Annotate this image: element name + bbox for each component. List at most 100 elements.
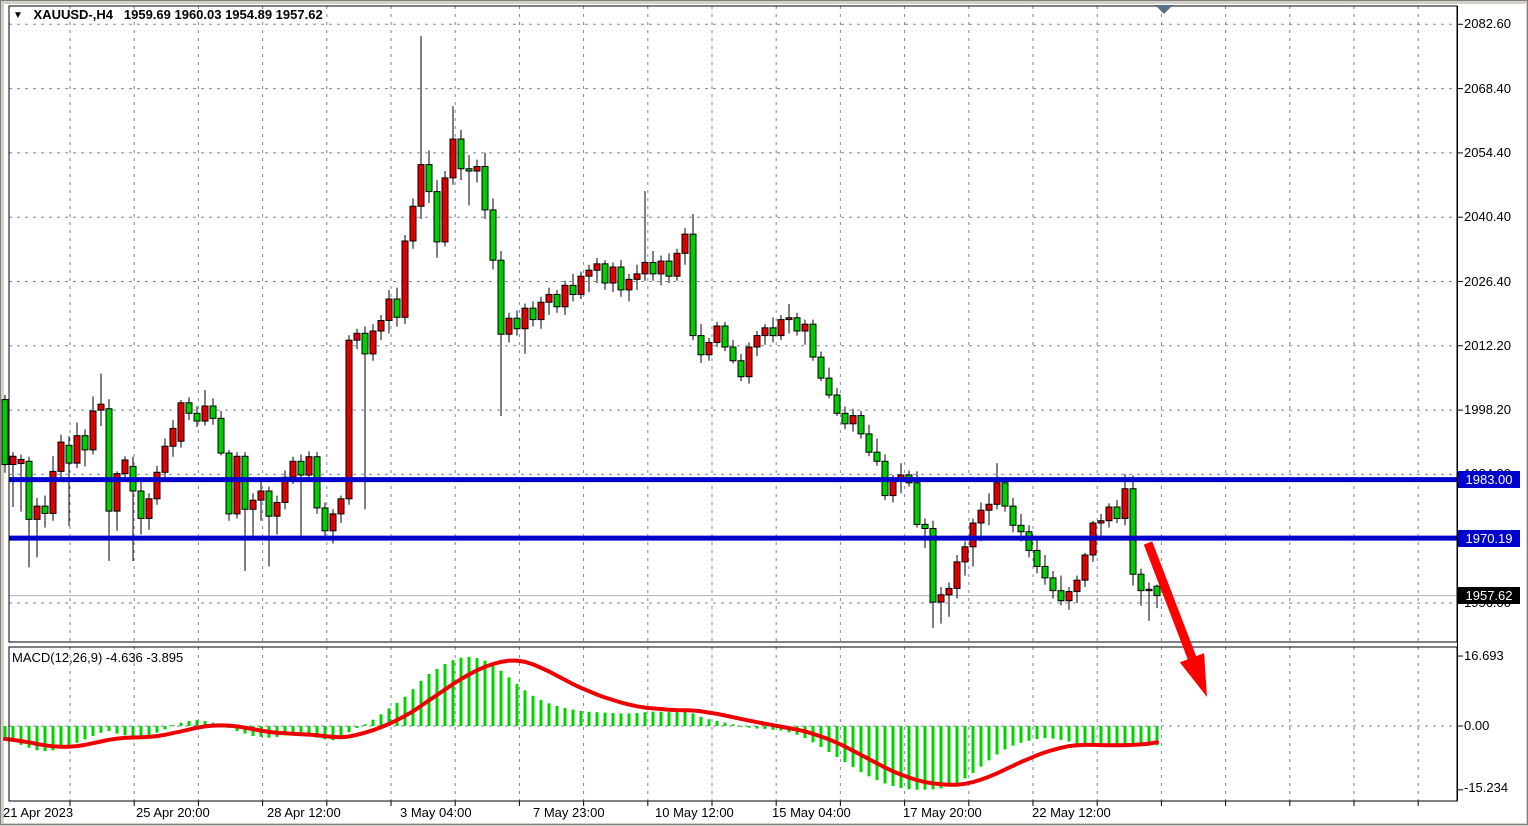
- macd-bar: [475, 658, 479, 726]
- candle-body: [585, 269, 593, 277]
- candle-body: [1001, 482, 1009, 507]
- price-tag-last-price: 1957.62: [1458, 587, 1520, 605]
- macd-bar: [635, 713, 639, 726]
- scroll-to-end-marker[interactable]: [1155, 5, 1173, 14]
- candle-body: [961, 546, 969, 563]
- macd-bar: [379, 714, 383, 726]
- candle-body: [417, 164, 425, 207]
- candle-body: [257, 490, 265, 501]
- candle-body: [817, 356, 825, 379]
- candle-body: [1041, 565, 1049, 579]
- macd-bar: [595, 712, 599, 726]
- candle-body: [505, 317, 513, 335]
- macd-scale-max: 16.693: [1464, 648, 1504, 663]
- macd-bar: [987, 726, 991, 761]
- macd-scale-zero: 0.00: [1464, 718, 1490, 733]
- macd-bar: [643, 712, 647, 726]
- macd-bar: [947, 726, 951, 787]
- macd-bar: [443, 663, 447, 726]
- candle-body: [569, 284, 577, 295]
- candle-body: [601, 263, 609, 284]
- macd-bar: [3, 726, 7, 739]
- candle-body: [889, 480, 897, 497]
- macd-bar: [587, 711, 591, 726]
- candle-body: [345, 339, 353, 500]
- candle-body: [145, 498, 153, 519]
- candle-body: [233, 455, 241, 515]
- macd-bar: [1003, 726, 1007, 750]
- macd-bar: [315, 726, 319, 738]
- symbol-dropdown-icon[interactable]: ▼: [13, 10, 23, 21]
- candlestick-series[interactable]: [1, 36, 1161, 629]
- candle-body: [1073, 579, 1081, 593]
- macd-bar: [683, 710, 687, 726]
- macd-bar: [1083, 726, 1087, 746]
- macd-bar: [163, 726, 167, 730]
- time-axis-label: 22 May 12:00: [1032, 805, 1111, 820]
- macd-bar: [515, 684, 519, 726]
- candle-body: [49, 470, 57, 514]
- candle-body: [321, 507, 329, 532]
- candle-body: [993, 482, 1001, 505]
- price-axis-label: 2068.40: [1464, 80, 1511, 96]
- macd-bar: [1123, 726, 1127, 747]
- macd-bar: [395, 702, 399, 726]
- trend-arrow-annotation[interactable]: [1143, 541, 1207, 697]
- macd-bar: [203, 720, 207, 726]
- macd-bar: [603, 712, 607, 726]
- macd-histogram[interactable]: [3, 656, 1159, 790]
- macd-bar: [59, 726, 63, 748]
- price-axis-label: 2082.60: [1464, 16, 1511, 32]
- horizontal-level-lines[interactable]: [9, 477, 1457, 541]
- macd-bar: [411, 689, 415, 726]
- macd-scale-min: -15.234: [1464, 780, 1509, 795]
- macd-bar: [147, 726, 151, 736]
- candle-body: [937, 594, 945, 603]
- candle-body: [769, 327, 777, 337]
- chart-markers: [1155, 5, 1173, 14]
- macd-bar: [131, 726, 135, 737]
- candle-body: [369, 330, 377, 355]
- macd-bar: [899, 726, 903, 789]
- time-axis-label: 28 Apr 12:00: [267, 805, 341, 820]
- candle-body: [137, 490, 145, 519]
- macd-bar: [859, 726, 863, 773]
- arrow-head-icon: [1179, 653, 1207, 697]
- macd-bar: [107, 726, 111, 732]
- candle-body: [873, 451, 881, 462]
- candle-body: [673, 252, 681, 277]
- candle-body: [977, 509, 985, 524]
- price-axis-label: 2040.40: [1464, 209, 1511, 225]
- candle-body: [105, 408, 113, 512]
- macd-bar: [1011, 726, 1015, 746]
- macd-bar: [387, 708, 391, 726]
- candle-body: [1, 399, 9, 466]
- chart-canvas-background: [4, 4, 1526, 823]
- candle-body: [985, 503, 993, 511]
- candle-body: [561, 284, 569, 308]
- candle-body: [121, 459, 129, 475]
- macd-bar: [995, 726, 999, 755]
- candle-body: [921, 523, 929, 530]
- macd-bar: [27, 726, 31, 748]
- candle-body: [57, 441, 65, 472]
- macd-bar: [627, 713, 631, 726]
- chart-title: ▼ XAUUSD-,H4 1959.69 1960.03 1954.89 195…: [13, 7, 323, 25]
- candle-body: [377, 320, 385, 332]
- macd-bar: [731, 724, 735, 726]
- macd-bar: [955, 726, 959, 783]
- candle-body: [449, 138, 457, 179]
- macd-bar: [1115, 726, 1119, 747]
- macd-bar: [915, 726, 919, 790]
- time-axis-label: 7 May 23:00: [533, 805, 605, 820]
- candle-body: [1065, 591, 1073, 602]
- macd-signal-line[interactable]: [3, 658, 1159, 787]
- macd-bar: [51, 726, 55, 751]
- candle-body: [305, 456, 313, 476]
- candle-body: [593, 263, 601, 271]
- candle-body: [273, 501, 281, 517]
- macd-bar: [523, 690, 527, 726]
- macd-bar: [499, 670, 503, 726]
